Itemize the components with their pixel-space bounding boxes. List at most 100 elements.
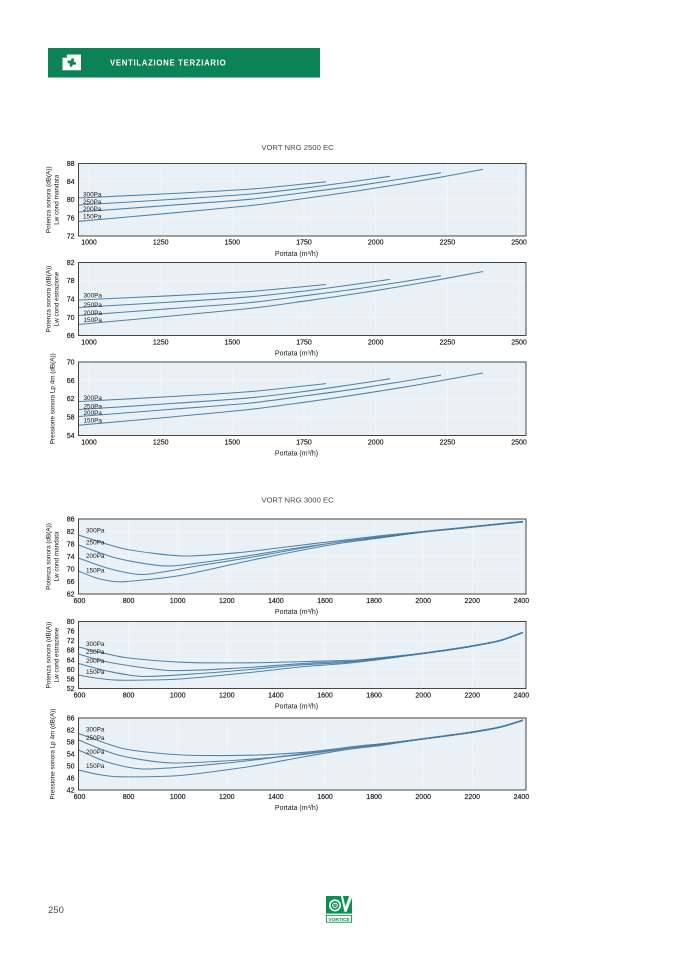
svg-text:VENTILAZIONE TERZIARIO: VENTILAZIONE TERZIARIO [110, 59, 226, 68]
svg-text:250Pa: 250Pa [86, 540, 105, 547]
svg-text:2200: 2200 [465, 692, 481, 699]
svg-text:250Pa: 250Pa [84, 302, 103, 309]
svg-text:54: 54 [67, 752, 75, 759]
svg-text:VORTICE: VORTICE [328, 917, 350, 923]
svg-text:Portata (m³/h): Portata (m³/h) [275, 350, 318, 357]
svg-text:2500: 2500 [511, 339, 527, 346]
svg-text:1250: 1250 [153, 239, 169, 246]
svg-text:150Pa: 150Pa [86, 763, 105, 770]
svg-text:300Pa: 300Pa [86, 727, 105, 734]
svg-text:250Pa: 250Pa [84, 403, 103, 410]
svg-text:80: 80 [67, 197, 75, 204]
svg-text:1800: 1800 [366, 794, 382, 801]
svg-text:1000: 1000 [81, 439, 97, 446]
svg-text:68: 68 [67, 648, 75, 655]
svg-text:80: 80 [67, 619, 75, 626]
svg-text:1400: 1400 [268, 794, 284, 801]
svg-text:60: 60 [67, 667, 75, 674]
svg-text:58: 58 [67, 415, 75, 422]
svg-text:88: 88 [67, 161, 75, 168]
svg-text:VORT NRG 3000 EC: VORT NRG 3000 EC [261, 495, 334, 504]
svg-text:1600: 1600 [317, 692, 333, 699]
svg-text:Portata (m³/h): Portata (m³/h) [275, 703, 318, 710]
svg-text:600: 600 [74, 794, 86, 801]
svg-text:1000: 1000 [170, 598, 186, 605]
svg-text:2500: 2500 [511, 239, 527, 246]
svg-text:Lw cond mandata: Lw cond mandata [54, 174, 61, 225]
svg-text:1600: 1600 [317, 598, 333, 605]
svg-text:800: 800 [123, 692, 135, 699]
svg-text:1800: 1800 [366, 598, 382, 605]
svg-text:Portata (m³/h): Portata (m³/h) [275, 805, 318, 812]
svg-text:1500: 1500 [225, 239, 241, 246]
svg-text:1000: 1000 [81, 339, 97, 346]
svg-text:50: 50 [67, 764, 75, 771]
svg-text:1600: 1600 [317, 794, 333, 801]
svg-text:82: 82 [67, 260, 75, 267]
svg-text:2250: 2250 [440, 239, 456, 246]
svg-text:300Pa: 300Pa [84, 293, 103, 300]
svg-text:62: 62 [67, 396, 75, 403]
svg-text:1000: 1000 [170, 794, 186, 801]
svg-text:Portata (m³/h): Portata (m³/h) [275, 450, 318, 457]
svg-text:Lw cond estrazione: Lw cond estrazione [54, 627, 61, 682]
svg-text:250Pa: 250Pa [83, 199, 102, 206]
svg-text:66: 66 [67, 716, 75, 723]
svg-text:600: 600 [74, 598, 86, 605]
svg-text:1400: 1400 [268, 692, 284, 699]
svg-text:Pressione sonora Lp 4m (dB(A)): Pressione sonora Lp 4m (dB(A)) [50, 709, 57, 800]
svg-text:200Pa: 200Pa [86, 749, 105, 756]
svg-text:800: 800 [123, 794, 135, 801]
svg-text:150Pa: 150Pa [84, 418, 103, 425]
svg-text:2200: 2200 [465, 598, 481, 605]
svg-text:150Pa: 150Pa [83, 213, 102, 220]
svg-text:62: 62 [67, 728, 75, 735]
svg-text:56: 56 [67, 676, 75, 683]
svg-text:Potenza sonora (dB(A)): Potenza sonora (dB(A)) [46, 166, 53, 233]
svg-text:46: 46 [67, 776, 75, 783]
svg-text:2000: 2000 [415, 692, 431, 699]
svg-text:1250: 1250 [153, 339, 169, 346]
svg-text:Portata (m³/h): Portata (m³/h) [275, 609, 318, 616]
svg-text:70: 70 [67, 360, 75, 367]
svg-text:66: 66 [67, 333, 75, 340]
svg-text:150Pa: 150Pa [86, 567, 105, 574]
svg-text:76: 76 [67, 629, 75, 636]
svg-text:Potenza sonora (dB(A)): Potenza sonora (dB(A)) [46, 523, 53, 590]
svg-text:1750: 1750 [296, 439, 312, 446]
svg-text:66: 66 [67, 579, 75, 586]
svg-text:2250: 2250 [440, 439, 456, 446]
svg-text:Pressione sonora Lp 4m (dB(A)): Pressione sonora Lp 4m (dB(A)) [50, 353, 57, 444]
svg-text:200Pa: 200Pa [86, 658, 105, 665]
svg-text:58: 58 [67, 740, 75, 747]
svg-text:Potenza sonora (dB(A)): Potenza sonora (dB(A)) [46, 266, 53, 333]
svg-text:1200: 1200 [219, 598, 235, 605]
svg-text:2000: 2000 [368, 439, 384, 446]
svg-text:1200: 1200 [219, 692, 235, 699]
svg-text:66: 66 [67, 378, 75, 385]
svg-text:70: 70 [67, 315, 75, 322]
svg-text:VORT NRG 2500 EC: VORT NRG 2500 EC [261, 143, 334, 152]
svg-text:78: 78 [67, 542, 75, 549]
svg-text:82: 82 [67, 529, 75, 536]
svg-text:Lw cond mandata: Lw cond mandata [54, 531, 61, 582]
svg-text:1200: 1200 [219, 794, 235, 801]
svg-text:2200: 2200 [465, 794, 481, 801]
svg-text:1800: 1800 [366, 692, 382, 699]
svg-text:1750: 1750 [296, 239, 312, 246]
svg-text:54: 54 [67, 433, 75, 440]
svg-text:1500: 1500 [225, 339, 241, 346]
svg-text:2000: 2000 [368, 339, 384, 346]
svg-text:1250: 1250 [153, 439, 169, 446]
svg-text:72: 72 [67, 234, 75, 241]
svg-text:Potenza sonora (dB(A)): Potenza sonora (dB(A)) [46, 622, 53, 689]
svg-text:300Pa: 300Pa [86, 528, 105, 535]
svg-text:2400: 2400 [514, 598, 530, 605]
svg-text:250Pa: 250Pa [86, 649, 105, 656]
svg-text:300Pa: 300Pa [86, 641, 105, 648]
svg-text:200Pa: 200Pa [86, 553, 105, 560]
svg-text:2000: 2000 [368, 239, 384, 246]
svg-text:200Pa: 200Pa [84, 310, 103, 317]
svg-text:52: 52 [67, 686, 75, 693]
svg-text:74: 74 [67, 297, 75, 304]
